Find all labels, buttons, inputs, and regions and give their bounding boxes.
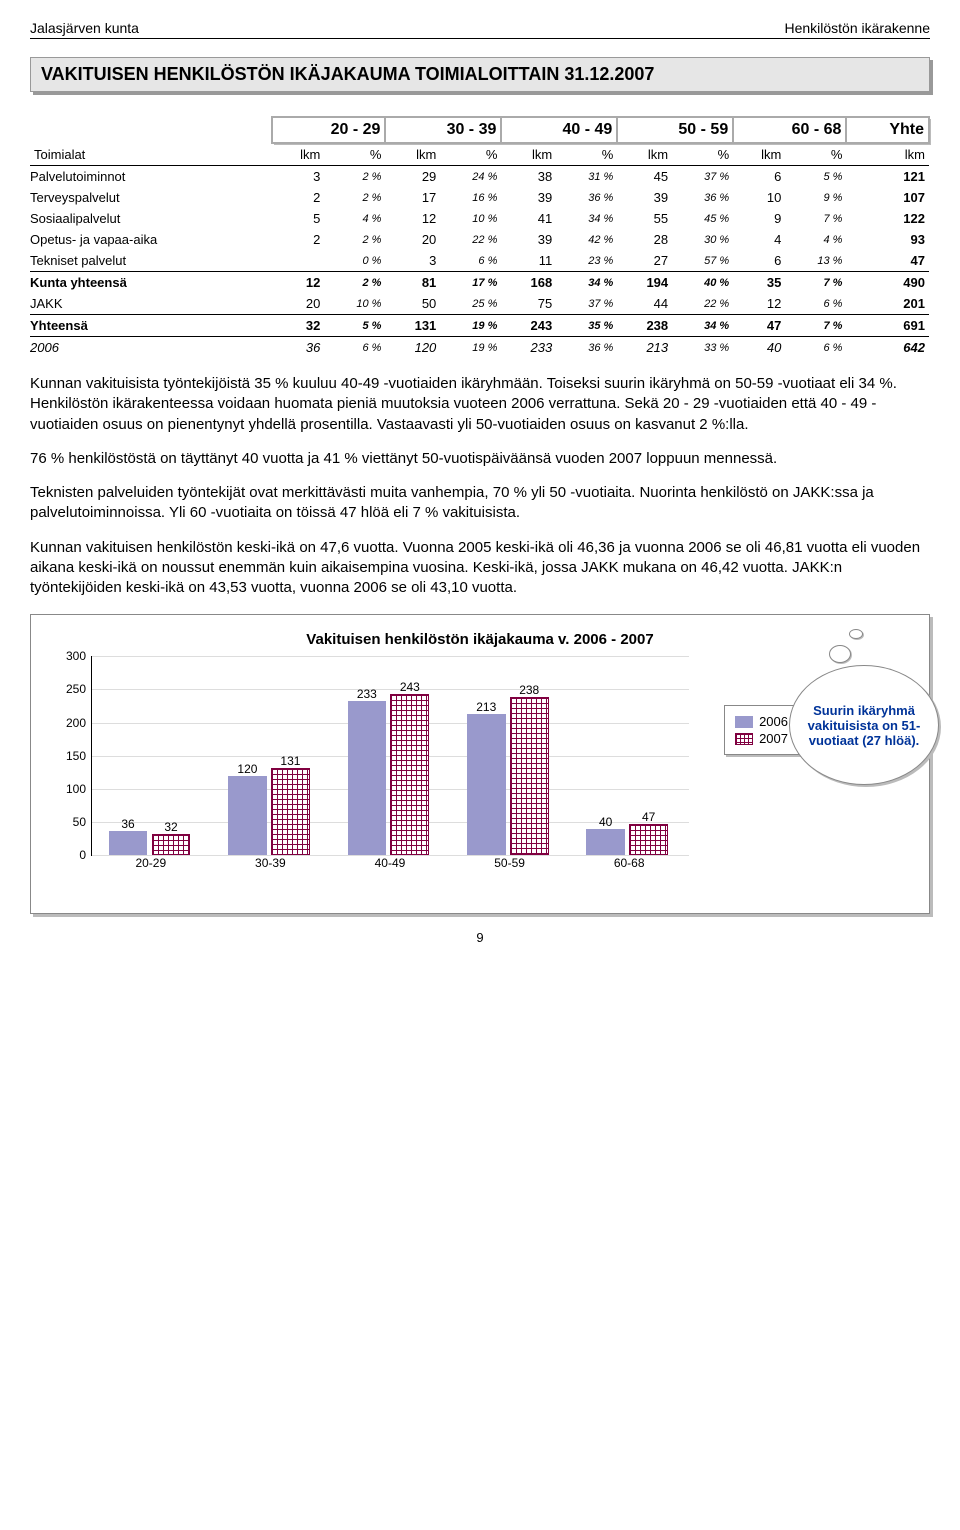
table-row: JAKK2010 %5025 %7537 %4422 %126 %201	[30, 293, 929, 315]
col-30-39: 30 - 39	[385, 117, 501, 143]
page-title: VAKITUISEN HENKILÖSTÖN IKÄJAKAUMA TOIMIA…	[30, 57, 930, 92]
col-60-68: 60 - 68	[733, 117, 846, 143]
col-total: Yhte	[846, 117, 929, 143]
table-row: Yhteensä325 %13119 %24335 %23834 %477 %6…	[30, 315, 929, 337]
col-50-59: 50 - 59	[617, 117, 733, 143]
header-left: Jalasjärven kunta	[30, 20, 139, 36]
table-row: Kunta yhteensä122 %8117 %16834 %19440 %3…	[30, 272, 929, 294]
chart-plot-area: 0501001502002503003632120131233243213238…	[91, 656, 689, 856]
table-row: Terveyspalvelut22 %1716 %3936 %3936 %109…	[30, 187, 929, 208]
table-row: Tekniset palvelut0 %36 %1123 %2757 %613 …	[30, 250, 929, 272]
para-3: Teknisten palveluiden työntekijät ovat m…	[30, 483, 930, 524]
para-4: Kunnan vakituisen henkilöstön keski-ikä …	[30, 538, 930, 599]
table-row: Sosiaalipalvelut54 %1210 %4134 %5545 %97…	[30, 208, 929, 229]
chart-x-labels: 20-2930-3940-4950-5960-68	[91, 856, 689, 870]
body-text: Kunnan vakituisista työntekijöistä 35 % …	[30, 374, 930, 598]
para-1: Kunnan vakituisista työntekijöistä 35 % …	[30, 374, 930, 435]
table-row: Opetus- ja vapaa-aika22 %2022 %3942 %283…	[30, 229, 929, 250]
col-40-49: 40 - 49	[501, 117, 617, 143]
age-group-header: 20 - 29 30 - 39 40 - 49 50 - 59 60 - 68 …	[30, 117, 929, 143]
table-row: Palvelutoiminnot32 %2924 %3831 %4537 %65…	[30, 166, 929, 188]
chart-title: Vakituisen henkilöstön ikäjakauma v. 200…	[51, 631, 909, 648]
legend-2007: 2007	[735, 731, 788, 746]
age-chart: Vakituisen henkilöstön ikäjakauma v. 200…	[30, 614, 930, 914]
table-row: 2006366 %12019 %23336 %21333 %406 %642	[30, 337, 929, 359]
header-right: Henkilöstön ikärakenne	[784, 20, 930, 36]
sub-header: Toimialat lkm% lkm% lkm% lkm% lkm% lkm	[30, 143, 929, 166]
page-header: Jalasjärven kunta Henkilöstön ikärakenne	[30, 20, 930, 39]
para-2: 76 % henkilöstöstä on täyttänyt 40 vuott…	[30, 449, 930, 469]
swatch-2006	[735, 716, 753, 728]
callout-bubble: Suurin ikäryhmä vakituisista on 51-vuoti…	[789, 665, 939, 785]
age-distribution-table: 20 - 29 30 - 39 40 - 49 50 - 59 60 - 68 …	[30, 116, 930, 358]
page-number: 9	[30, 930, 930, 945]
col-20-29: 20 - 29	[272, 117, 385, 143]
legend-2006: 2006	[735, 714, 788, 729]
swatch-2007	[735, 733, 753, 745]
chart-legend: 2006 2007	[724, 705, 799, 755]
